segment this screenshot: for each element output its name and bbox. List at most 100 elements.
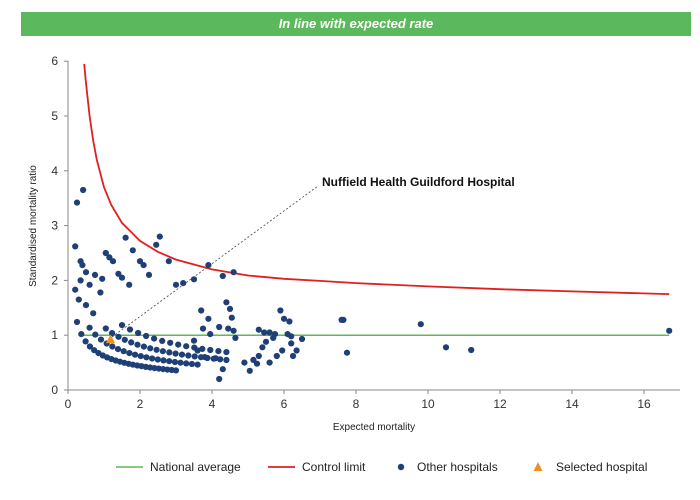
other-hospital-point — [91, 271, 99, 278]
other-hospital-point — [175, 341, 182, 348]
other-hospital-point — [86, 343, 93, 350]
other-hospital-point — [143, 354, 150, 361]
other-hospital-point — [230, 327, 237, 334]
other-hospital-point — [82, 338, 89, 345]
other-hospital-point — [266, 359, 273, 366]
other-hospital-point — [262, 338, 270, 345]
other-hospital-point — [90, 310, 97, 317]
other-hospital-point — [259, 344, 266, 351]
other-hospital-point — [102, 325, 109, 332]
other-hospital-point — [167, 339, 174, 346]
y-axis-title: Standardised mortality ratio — [28, 165, 39, 287]
other-hospital-point — [97, 289, 104, 296]
other-hospital-point — [183, 343, 190, 350]
other-hospital-point — [232, 334, 239, 341]
other-hospital-point — [246, 367, 253, 374]
other-hospital-point — [86, 281, 93, 288]
other-hospital-point — [219, 366, 226, 373]
other-hospital-point — [80, 186, 87, 194]
other-hospital-point — [228, 314, 235, 321]
other-hospital-point — [215, 348, 222, 355]
y-tick-label: 0 — [51, 383, 58, 397]
other-hospital-point — [199, 325, 207, 332]
other-hospital-point — [190, 337, 198, 344]
other-hospital-point — [277, 307, 284, 314]
y-tick-label: 1 — [51, 328, 58, 342]
other-hospital-point — [153, 241, 160, 248]
other-hospital-point — [140, 262, 147, 269]
other-hospital-point — [205, 315, 212, 322]
x-tick-label: 14 — [565, 397, 579, 411]
other-hospital-point — [126, 350, 133, 357]
other-hospitals-points — [72, 186, 673, 383]
other-hospital-point — [197, 354, 205, 361]
x-tick-label: 10 — [421, 397, 435, 411]
other-hospital-point — [102, 249, 109, 257]
control-limit-line — [83, 63, 670, 295]
other-hospital-point — [199, 345, 206, 352]
other-hospital-point — [128, 339, 135, 346]
other-hospital-point — [279, 347, 286, 354]
other-hospital-point — [266, 329, 273, 336]
legend-national-average-label: National average — [150, 460, 241, 474]
other-hospital-point — [226, 305, 234, 312]
legend: National average Control limit Other hos… — [116, 460, 647, 474]
other-hospital-point — [217, 356, 224, 363]
x-tick-label: 16 — [637, 397, 651, 411]
other-hospital-point — [216, 375, 223, 383]
other-hospital-point — [172, 350, 179, 357]
other-hospital-point — [204, 354, 211, 362]
other-hospital-point — [288, 333, 295, 340]
other-hospital-point — [77, 277, 84, 284]
other-hospital-point — [417, 321, 424, 328]
x-tick-label: 0 — [65, 397, 72, 411]
other-hospital-point — [109, 343, 116, 350]
other-hospital-point — [75, 296, 82, 303]
other-hospital-point — [82, 269, 90, 276]
other-hospital-point — [223, 299, 230, 306]
other-hospital-point — [126, 281, 133, 288]
other-hospital-point — [172, 281, 180, 288]
other-hospital-point — [154, 356, 161, 363]
other-hospital-point — [343, 349, 351, 356]
other-hospital-point — [340, 316, 347, 323]
other-hospital-point — [190, 276, 198, 283]
x-tick-label: 12 — [493, 397, 507, 411]
y-tick-label: 4 — [51, 164, 58, 178]
other-hospital-point — [191, 344, 198, 351]
other-hospital-point — [82, 302, 90, 309]
other-hospital-point — [289, 352, 297, 360]
x-axis-title: Expected mortality — [333, 422, 415, 433]
other-hospital-point — [223, 349, 230, 356]
other-hospital-point — [255, 352, 262, 360]
y-tick-label: 6 — [51, 54, 58, 68]
status-banner: In line with expected rate — [21, 12, 691, 36]
other-hospital-point — [298, 335, 306, 343]
other-hospital-point — [205, 262, 212, 269]
other-hospital-point — [216, 323, 223, 331]
other-hospital-point — [210, 355, 217, 362]
other-hospital-point — [273, 352, 280, 360]
y-axis-ticks: 0 1 2 3 4 5 6 — [51, 54, 68, 397]
other-hospital-point — [109, 258, 117, 265]
other-hospital-point — [134, 341, 141, 348]
y-tick-label: 3 — [51, 219, 58, 233]
other-hospital-point — [172, 367, 180, 374]
series-lines — [82, 63, 670, 336]
other-hospital-point — [118, 322, 126, 329]
other-hospital-point — [166, 358, 173, 365]
other-hospital-point — [132, 351, 139, 358]
x-tick-label: 2 — [137, 397, 144, 411]
other-hospital-point — [73, 199, 81, 206]
other-hospital-point — [143, 332, 150, 340]
other-hospital-point — [666, 327, 673, 334]
other-hospital-point — [188, 360, 195, 368]
other-hospital-point — [241, 359, 248, 366]
other-hospital-point — [159, 348, 166, 355]
other-hospital-point — [468, 346, 475, 354]
other-hospital-point — [191, 353, 198, 360]
legend-selected-hospital-label: Selected hospital — [556, 460, 647, 474]
other-hospital-point — [73, 318, 81, 326]
